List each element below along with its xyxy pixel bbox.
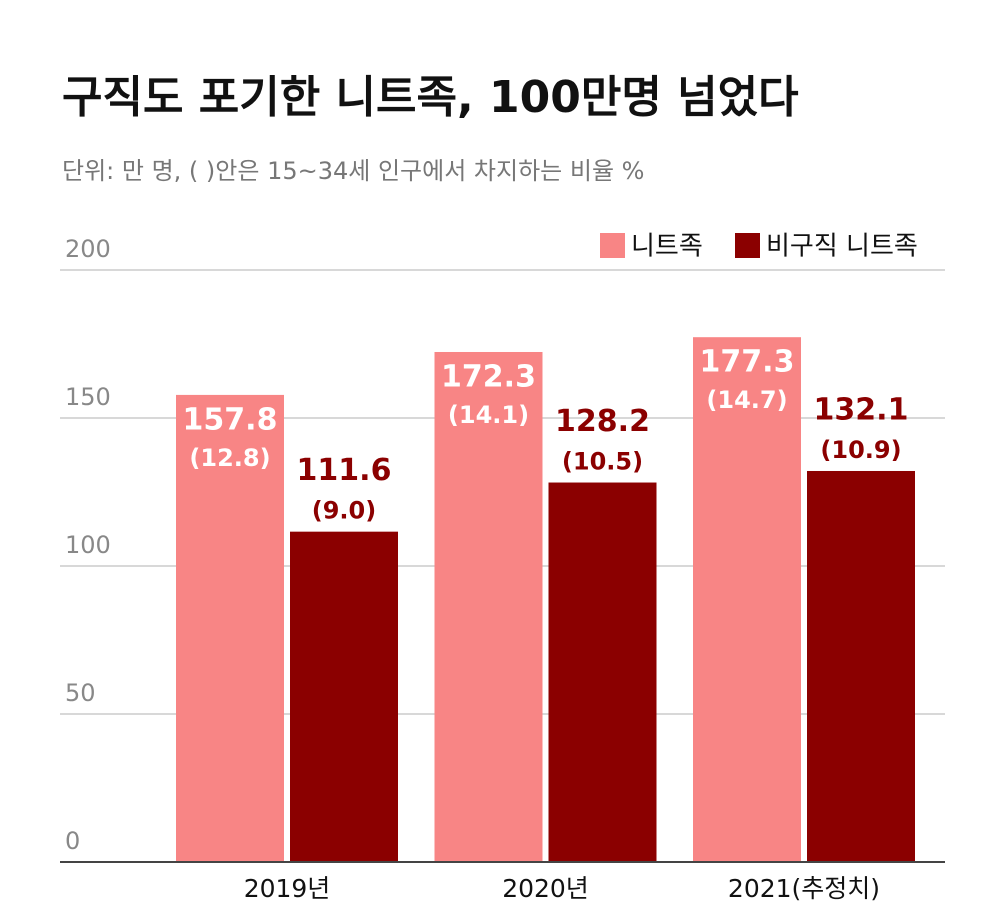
y-tick-label: 200	[65, 235, 111, 263]
bar	[693, 337, 801, 862]
share-label: (10.5)	[562, 448, 643, 476]
y-tick-label: 100	[65, 531, 111, 559]
share-label: (10.9)	[820, 436, 901, 464]
bar	[807, 470, 915, 862]
y-tick-label: 50	[65, 679, 96, 707]
legend-swatch	[735, 233, 760, 258]
value-label: 111.6	[297, 453, 392, 488]
legend-swatch	[600, 233, 625, 258]
x-tick-label: 2020년	[502, 874, 589, 903]
x-tick-label: 2019년	[244, 874, 331, 903]
share-label: (12.8)	[189, 444, 270, 472]
bar	[548, 482, 657, 862]
value-label: 157.8	[183, 402, 278, 437]
legend-label: 비구직 니트족	[766, 232, 918, 262]
value-label: 128.2	[555, 404, 650, 439]
chart-title: 구직도 포기한 니트족, 100만명 넘었다	[62, 72, 799, 123]
share-label: (14.1)	[448, 401, 529, 429]
y-tick-label: 0	[65, 827, 80, 855]
value-label: 172.3	[441, 359, 536, 394]
bar	[176, 394, 284, 862]
bar	[290, 531, 398, 862]
x-tick-label: 2021(추정치)	[728, 874, 880, 903]
chart-subtitle: 단위: 만 명, ( )안은 15~34세 인구에서 차지하는 비율 %	[62, 157, 644, 185]
y-tick-label: 150	[65, 383, 111, 411]
share-label: (14.7)	[706, 386, 787, 414]
legend-label: 니트족	[631, 232, 703, 262]
share-label: (9.0)	[312, 497, 376, 525]
value-label: 132.1	[814, 392, 909, 427]
bar	[434, 351, 543, 862]
value-label: 177.3	[700, 345, 795, 380]
